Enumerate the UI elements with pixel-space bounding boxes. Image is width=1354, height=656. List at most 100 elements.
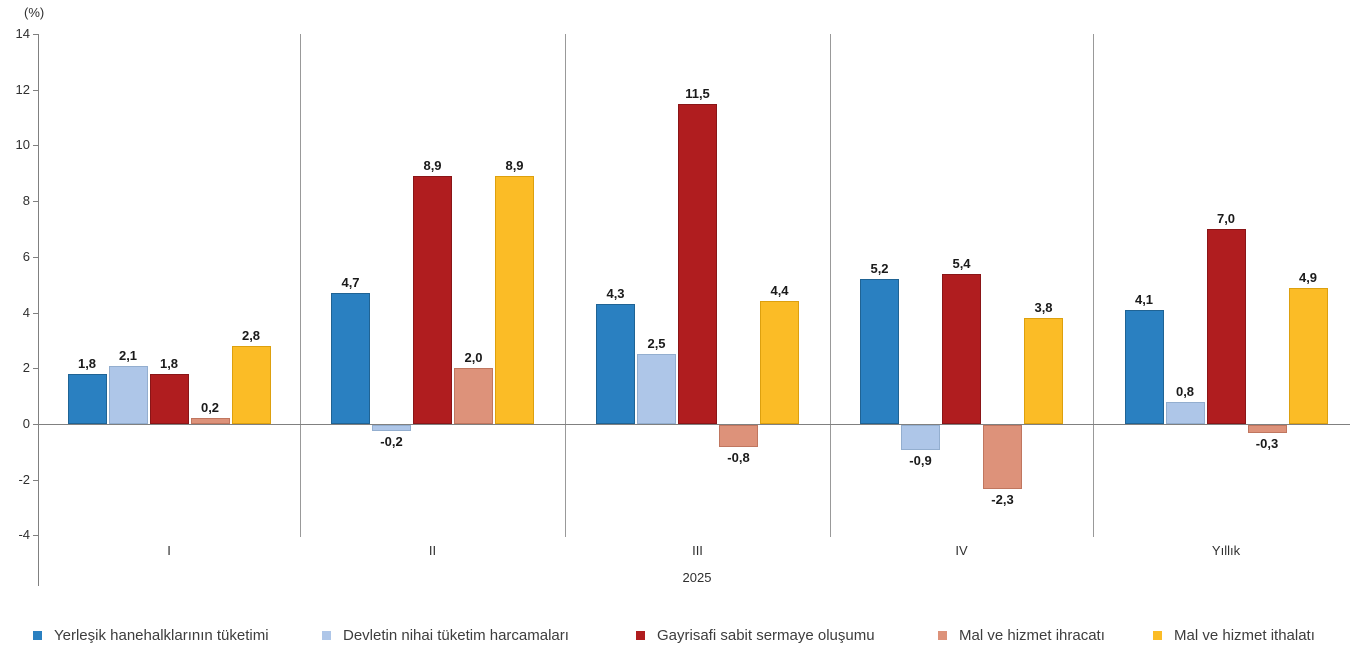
legend-marker-icon <box>1153 630 1162 640</box>
bar <box>1288 287 1328 424</box>
group-separator-line <box>300 34 301 537</box>
legend-label: Yerleşik hanehalklarının tüketimi <box>54 626 269 644</box>
bar <box>983 425 1022 490</box>
x-axis-category-label: II <box>428 543 437 558</box>
bar-value-label: -2,3 <box>991 492 1014 508</box>
bar-value-label: 8,9 <box>505 158 524 174</box>
group-separator-line <box>1093 34 1094 537</box>
y-axis-tick-label: -2 <box>18 471 30 487</box>
bar <box>678 103 717 424</box>
bar-value-label: 8,9 <box>423 158 442 174</box>
bar-value-label: 0,8 <box>1175 383 1195 399</box>
legend-label: Mal ve hizmet ithalatı <box>1174 626 1315 644</box>
bar-value-label: 5,4 <box>952 255 971 271</box>
bar-value-label: 3,8 <box>1034 300 1053 316</box>
bar-value-label: 2,1 <box>118 347 138 363</box>
bar <box>719 425 758 448</box>
group-separator-line <box>830 34 831 537</box>
bar <box>1247 425 1287 434</box>
bar <box>67 373 107 424</box>
y-axis-tick-label: 4 <box>22 304 30 320</box>
legend-item: Gayrisafi sabit sermaye oluşumu <box>636 625 875 645</box>
y-axis-tick <box>33 34 38 35</box>
bar-value-label: 11,5 <box>685 85 710 101</box>
bar-value-label: -0,8 <box>727 450 750 466</box>
legend-label: Mal ve hizmet ihracatı <box>959 626 1105 644</box>
bar-value-label: 0,2 <box>200 400 220 416</box>
bar <box>108 365 148 424</box>
bar <box>372 425 411 431</box>
y-axis-tick-label: 2 <box>22 360 30 376</box>
bar-value-label: 4,3 <box>606 286 625 302</box>
bar <box>596 304 635 424</box>
x-axis-zero-line <box>38 424 1350 425</box>
y-axis-tick-label: 10 <box>15 137 30 153</box>
bar <box>1124 309 1164 424</box>
legend-label: Devletin nihai tüketim harcamaları <box>343 626 569 644</box>
plot-area: 14 12 10 8 6 4 2 0 -2 -4 1,8 2,1 1,8 0,2 2,8 I 4,7 -0,2 8,… <box>15 26 1350 586</box>
x-axis-year-label: 2025 <box>682 570 712 585</box>
y-axis-tick <box>33 256 38 258</box>
y-axis-tick-label: -4 <box>18 527 30 543</box>
y-axis-tick <box>33 312 38 314</box>
bar <box>901 425 940 451</box>
y-axis-tick-label: 6 <box>22 248 30 264</box>
bar-value-label: -0,9 <box>909 453 932 469</box>
bar <box>1024 318 1063 424</box>
x-axis-category-label: I <box>167 543 171 558</box>
y-axis-tick <box>33 535 38 537</box>
y-axis-tick <box>33 201 38 203</box>
x-axis-category-label: III <box>692 543 703 558</box>
y-axis-tick-label: 8 <box>22 193 30 209</box>
bar-value-label: 1,8 <box>159 355 179 371</box>
y-axis-tick <box>33 89 38 91</box>
bar <box>495 176 534 424</box>
legend-label: Gayrisafi sabit sermaye oluşumu <box>657 626 875 644</box>
y-axis-tick-label: 0 <box>22 416 30 431</box>
legend-marker-icon <box>636 630 645 640</box>
bar-value-label: 1,8 <box>77 355 97 371</box>
x-axis-category-label: Yıllık <box>1211 543 1241 558</box>
bar <box>942 273 981 424</box>
bar <box>1206 229 1246 424</box>
x-axis-category-label: IV <box>955 543 968 558</box>
bar-value-label: -0,3 <box>1255 436 1279 452</box>
legend-item: Yerleşik hanehalklarının tüketimi <box>33 625 269 645</box>
legend-marker-icon <box>938 630 947 640</box>
bar <box>760 301 799 424</box>
bar-value-label: 4,9 <box>1298 269 1318 285</box>
y-axis-line <box>38 34 39 586</box>
legend-marker-icon <box>33 630 42 640</box>
y-axis-tick <box>33 145 38 147</box>
bar-value-label: 4,4 <box>770 283 789 299</box>
bar <box>190 418 230 424</box>
bar <box>413 176 452 424</box>
y-axis-tick <box>33 424 38 425</box>
bar <box>860 279 899 424</box>
legend: Yerleşik hanehalklarının tüketimi Devleti… <box>0 625 1354 649</box>
y-axis-tick-label: 12 <box>15 81 30 97</box>
bar <box>637 354 676 424</box>
y-axis-tick-label: 14 <box>15 26 30 41</box>
bar-value-label: 4,7 <box>341 275 360 291</box>
legend-item: Mal ve hizmet ihracatı <box>938 625 1105 645</box>
legend-item: Devletin nihai tüketim harcamaları <box>322 625 569 645</box>
y-axis-unit-label: (%) <box>24 5 45 20</box>
bar <box>1165 401 1205 424</box>
legend-item: Mal ve hizmet ithalatı <box>1153 625 1315 645</box>
bar-value-label: 7,0 <box>1216 211 1236 226</box>
legend-marker-icon <box>322 630 331 640</box>
bar <box>149 373 189 424</box>
bar-value-label: 4,1 <box>1134 291 1154 307</box>
bar-value-label: 2,0 <box>464 350 483 366</box>
bar <box>454 368 493 424</box>
bar-value-label: -0,2 <box>380 433 403 449</box>
group-separator-line <box>565 34 566 537</box>
y-axis-tick <box>33 368 38 370</box>
bar-value-label: 2,5 <box>647 336 666 352</box>
y-axis-tick <box>33 479 38 481</box>
bar <box>231 346 271 424</box>
bar-value-label: 2,8 <box>241 328 261 343</box>
bar-value-label: 5,2 <box>870 261 889 277</box>
